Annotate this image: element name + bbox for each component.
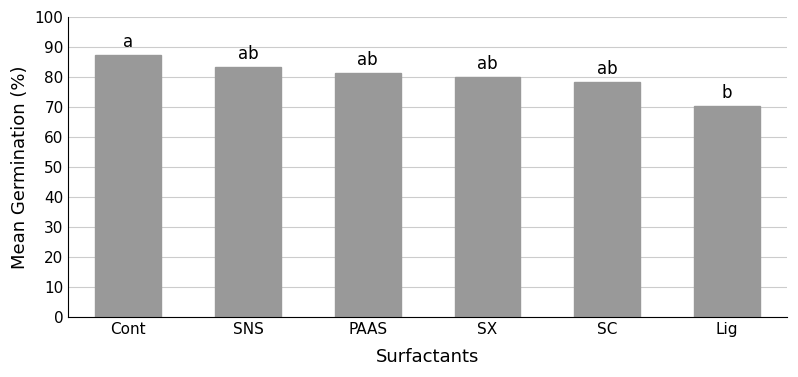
Text: a: a: [123, 33, 133, 51]
Text: b: b: [721, 84, 733, 102]
Bar: [575, 81, 640, 317]
Text: ab: ab: [358, 51, 378, 69]
Text: ab: ab: [477, 55, 498, 74]
Bar: [694, 106, 760, 317]
Text: ab: ab: [597, 60, 618, 78]
Bar: [215, 67, 281, 317]
Text: ab: ab: [238, 45, 259, 63]
Bar: [455, 77, 520, 317]
Y-axis label: Mean Germination (%): Mean Germination (%): [11, 65, 29, 269]
Bar: [95, 55, 161, 317]
Bar: [335, 73, 401, 317]
X-axis label: Surfactants: Surfactants: [376, 348, 480, 366]
